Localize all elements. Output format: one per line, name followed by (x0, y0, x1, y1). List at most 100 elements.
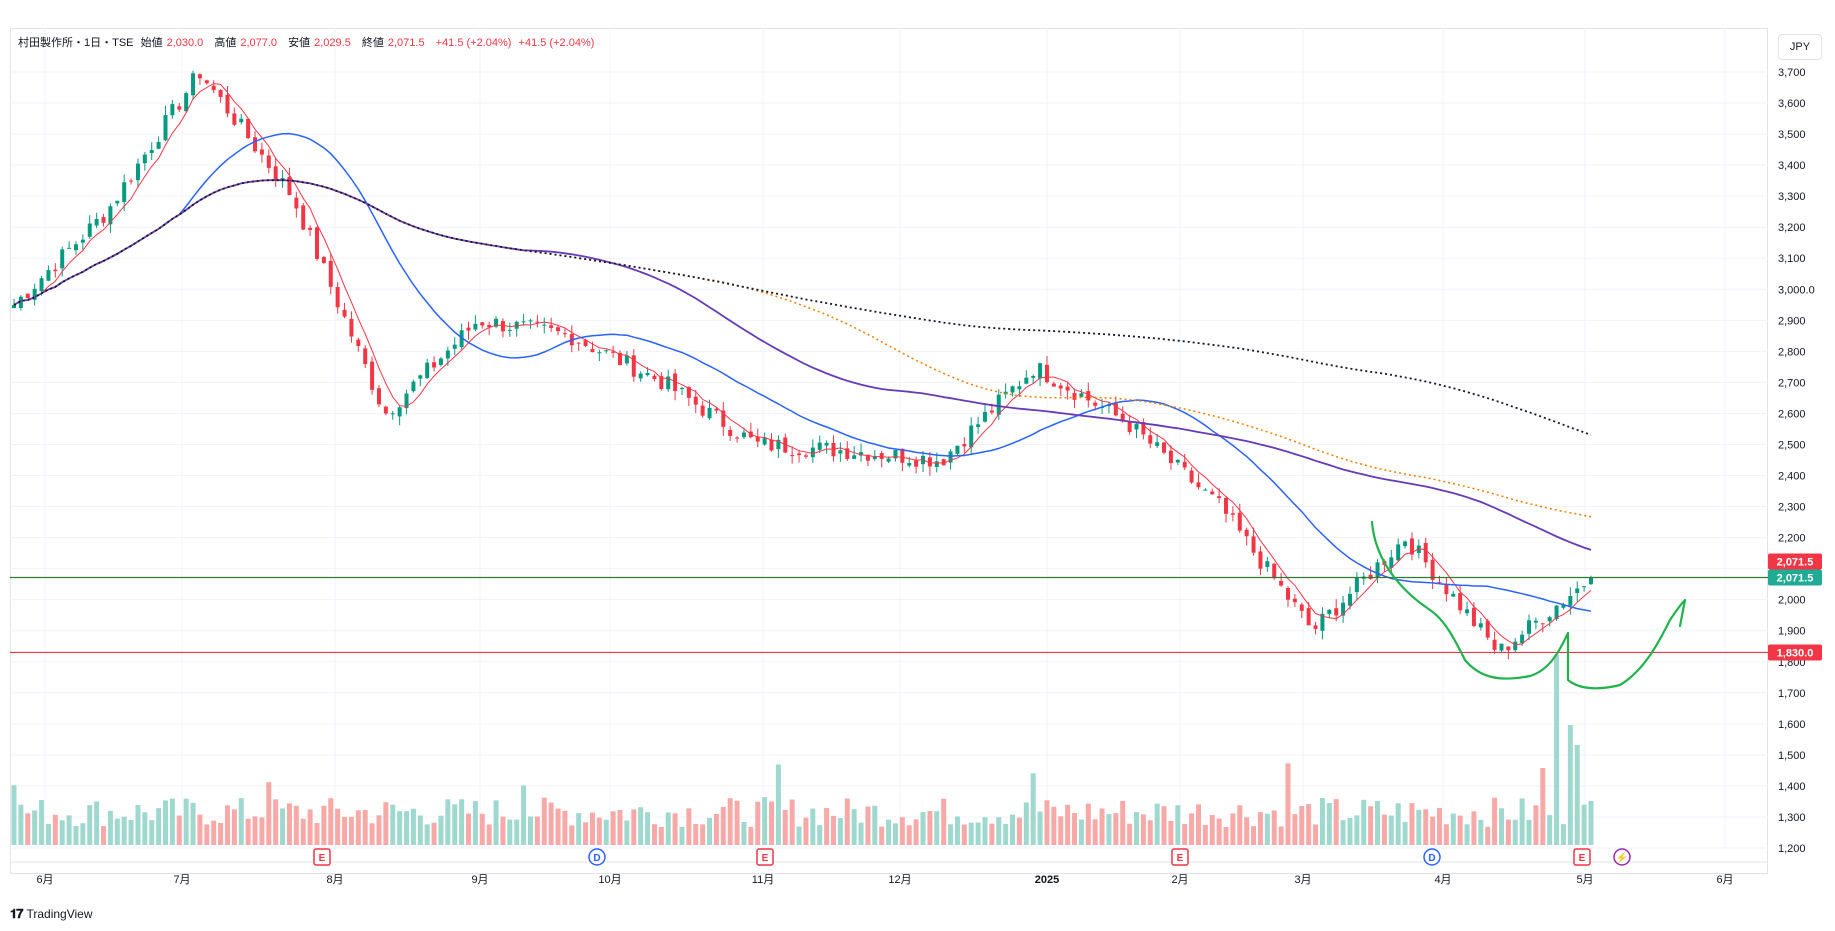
candle-body (1409, 538, 1414, 555)
candle-body (397, 407, 402, 417)
candle-body (1093, 402, 1098, 406)
volume-bar (892, 823, 898, 845)
candle-body (383, 406, 388, 414)
candle-body (1196, 482, 1201, 488)
volume-bar (438, 815, 444, 845)
candle-body (25, 293, 30, 299)
chart-area[interactable] (10, 28, 1768, 874)
volume-bar (1099, 808, 1105, 845)
volume-bar (603, 819, 609, 845)
volume-bar (617, 809, 623, 845)
candle-body (762, 438, 767, 445)
volume-bar (424, 824, 430, 845)
ma-200-line (13, 179, 1592, 436)
volume-bar (1078, 819, 1084, 845)
volume-bar (1065, 804, 1071, 845)
currency-selector[interactable]: JPY (1778, 34, 1822, 60)
candle-body (101, 217, 106, 223)
candle-body (1582, 586, 1587, 588)
volume-bar (1457, 815, 1463, 845)
candle-body (824, 442, 829, 446)
candle-body (604, 350, 609, 352)
ma-100-line (13, 179, 1592, 518)
volume-bar (1381, 814, 1387, 845)
symbol-label[interactable]: 村田製作所・1日・TSE (18, 37, 134, 49)
candle-body (80, 239, 85, 243)
candle-body (376, 388, 381, 405)
volume-bar (204, 824, 210, 845)
candle-body (1031, 375, 1036, 378)
volume-bar (555, 808, 561, 845)
volume-bar (713, 814, 719, 845)
candle-body (741, 432, 746, 438)
volume-bar (734, 800, 740, 845)
volume-bar (1347, 817, 1353, 845)
svg-text:E: E (1177, 853, 1184, 864)
volume-bar (163, 800, 169, 845)
candle-body (142, 154, 147, 164)
candle-body (679, 387, 684, 389)
candle-body (583, 340, 588, 347)
volume-bar (1251, 826, 1257, 845)
candle-body (1389, 557, 1394, 568)
candle-body (487, 324, 492, 328)
volume-bar (39, 799, 45, 845)
candle-body (211, 85, 216, 91)
volume-bar (562, 810, 568, 845)
volume-bar (1127, 823, 1133, 845)
candle-body (12, 304, 16, 309)
candle-body (576, 342, 581, 344)
candle-body (445, 350, 450, 359)
candle-body (1527, 620, 1532, 634)
volume-bar (1299, 805, 1305, 845)
volume-bar (218, 822, 224, 845)
candle-body (1279, 580, 1284, 586)
candle-body (1134, 423, 1139, 430)
candle-body (1058, 385, 1063, 389)
candle-body (500, 321, 505, 332)
volume-bar (259, 817, 265, 845)
candle-body (1237, 512, 1242, 531)
volume-bar (1464, 824, 1470, 845)
volume-bar (899, 817, 905, 845)
volume-bar (961, 824, 967, 845)
volume-bar (452, 804, 458, 845)
candle-body (466, 327, 471, 331)
candle-body (259, 149, 264, 155)
tradingview-logo[interactable]: 𝟏𝟕 TradingView (10, 906, 93, 922)
candle-body (108, 206, 113, 225)
candle-body (1024, 377, 1029, 384)
volume-bar (314, 823, 320, 845)
drawn-cup-handle-line (1370, 520, 1687, 690)
volume-bar (830, 815, 836, 845)
volume-bar (927, 811, 933, 845)
volume-bar (775, 764, 781, 845)
candle-body (865, 454, 870, 461)
volume-bar (114, 818, 120, 845)
candle-body (728, 429, 733, 436)
volume-bar (1333, 799, 1339, 845)
volume-bar (913, 819, 919, 845)
candle-body (1320, 613, 1325, 631)
volume-bar (920, 812, 926, 845)
volume-bar (1202, 824, 1208, 845)
tradingview-brand: TradingView (26, 907, 93, 921)
candle-body (859, 452, 864, 456)
volume-bar (1416, 809, 1422, 845)
volume-bar (300, 818, 306, 845)
volume-bar (18, 804, 24, 845)
x-tick-label: 2025 (1035, 874, 1059, 886)
volume-bar (362, 809, 368, 845)
event-marker: D (1423, 848, 1441, 866)
volume-bar (872, 805, 878, 845)
volume-bar (700, 824, 706, 845)
candle-body (39, 278, 44, 292)
candle-body (735, 437, 740, 439)
volume-bar (1044, 800, 1050, 845)
candle-body (597, 352, 602, 354)
candle-body (1347, 593, 1352, 606)
volume-bar (686, 808, 692, 845)
volume-bar (672, 813, 678, 845)
volume-bar (1554, 655, 1560, 845)
candle-body (349, 318, 354, 337)
